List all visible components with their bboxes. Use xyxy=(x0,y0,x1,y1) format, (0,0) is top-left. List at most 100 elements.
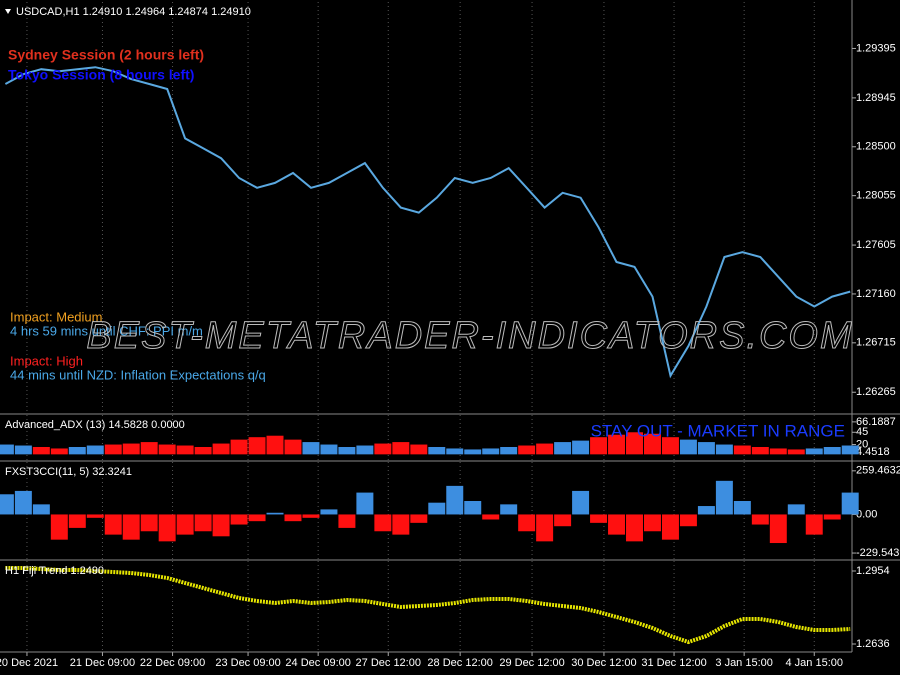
histogram-bar xyxy=(841,445,859,455)
y-tick-label: 4.4518 xyxy=(856,446,890,458)
histogram-bar xyxy=(194,446,212,455)
annotation: STAY OUT - MARKET IN RANGE xyxy=(591,421,845,440)
y-tick-label: 1.2636 xyxy=(856,638,890,650)
panel-title: Advanced_ADX (13) 14.5828 0.0000 xyxy=(5,419,185,431)
histogram-bar xyxy=(751,446,769,455)
histogram-bar xyxy=(86,445,104,455)
histogram-bar xyxy=(464,501,482,515)
histogram-bar xyxy=(518,445,536,455)
x-tick-label: 24 Dec 09:00 xyxy=(285,657,350,669)
price-line xyxy=(5,566,851,645)
histogram-bar xyxy=(14,445,32,455)
histogram-bar xyxy=(643,433,661,455)
x-tick-label: 3 Jan 15:00 xyxy=(715,657,773,669)
x-tick-label: 21 Dec 09:00 xyxy=(70,657,135,669)
histogram-bar xyxy=(661,437,679,455)
histogram-bar xyxy=(572,490,590,515)
menu-icon[interactable] xyxy=(5,9,11,14)
y-tick-label: 1.28500 xyxy=(856,141,896,153)
histogram-bar xyxy=(320,509,338,515)
x-tick-label: 22 Dec 09:00 xyxy=(140,657,205,669)
histogram-bar xyxy=(769,514,787,544)
price-line xyxy=(4,66,851,379)
histogram-bar xyxy=(356,492,374,515)
histogram-bar xyxy=(428,446,446,455)
histogram-bar xyxy=(266,435,284,455)
histogram-bar xyxy=(787,504,805,515)
histogram-bar xyxy=(68,514,86,528)
histogram-bar xyxy=(715,480,733,515)
histogram-bar xyxy=(841,492,859,515)
y-tick-label: 20 xyxy=(856,438,868,450)
histogram-bar xyxy=(590,514,608,523)
y-tick-label: 1.28945 xyxy=(856,92,896,104)
histogram-bar xyxy=(482,448,500,455)
annotation: Sydney Session (2 hours left) xyxy=(8,47,204,63)
histogram-bar xyxy=(805,448,823,455)
histogram-bar xyxy=(248,514,266,522)
y-tick-label: -229.5439 xyxy=(856,547,900,559)
histogram-bar xyxy=(0,444,14,455)
x-tick-label: 4 Jan 15:00 xyxy=(786,657,844,669)
histogram-bar xyxy=(626,514,643,542)
histogram-bar xyxy=(608,514,626,535)
histogram-bar xyxy=(284,514,302,522)
annotation: 44 mins until NZD: Inflation Expectation… xyxy=(10,367,266,382)
histogram-bar xyxy=(590,437,608,455)
histogram-bar xyxy=(697,442,715,455)
annotation: Impact: Medium xyxy=(10,309,102,324)
y-tick-label: 1.2954 xyxy=(856,565,890,577)
histogram-bar xyxy=(500,504,518,515)
histogram-bar xyxy=(158,514,176,542)
histogram-bar xyxy=(733,445,751,455)
histogram-bar xyxy=(374,443,392,455)
histogram-bar xyxy=(536,514,554,542)
histogram-bar xyxy=(661,514,679,540)
histogram-bar xyxy=(374,514,392,532)
x-tick-label: 23 Dec 09:00 xyxy=(215,657,280,669)
histogram-bar xyxy=(86,514,104,518)
histogram-bar xyxy=(0,494,14,515)
histogram-bar xyxy=(338,514,356,528)
histogram-bar xyxy=(554,442,572,455)
histogram-bar xyxy=(140,442,158,455)
histogram-bar xyxy=(715,444,733,455)
y-tick-label: 1.27160 xyxy=(856,288,896,300)
histogram-bar xyxy=(643,514,661,532)
x-tick-label: 30 Dec 12:00 xyxy=(571,657,636,669)
histogram-bar xyxy=(68,446,86,455)
histogram-bar xyxy=(608,434,626,455)
annotation: 4 hrs 59 mins until CHF: PPI m/m xyxy=(10,323,203,338)
histogram-bar xyxy=(50,514,68,540)
y-tick-label: 1.28055 xyxy=(856,190,896,202)
histogram-bar xyxy=(266,512,284,515)
histogram-bar xyxy=(194,514,212,532)
histogram-bar xyxy=(751,514,769,525)
histogram-bar xyxy=(104,514,122,535)
histogram-bar xyxy=(518,514,536,532)
histogram-bar xyxy=(536,443,554,455)
histogram-bar xyxy=(32,446,50,455)
y-tick-label: 259.4632 xyxy=(856,465,900,477)
histogram-bar xyxy=(392,514,410,535)
x-tick-label: 27 Dec 12:00 xyxy=(356,657,421,669)
histogram-bar xyxy=(769,448,787,455)
histogram-bar xyxy=(679,439,697,455)
y-tick-label: 1.26265 xyxy=(856,386,896,398)
histogram-bar xyxy=(410,444,428,455)
histogram-bar xyxy=(464,449,482,455)
x-tick-label: 31 Dec 12:00 xyxy=(641,657,706,669)
x-tick-label: 29 Dec 12:00 xyxy=(499,657,564,669)
histogram-bar xyxy=(212,514,230,537)
watermark: BEST-METATRADER-INDICATORS.COM xyxy=(86,315,853,357)
y-tick-label: 1.29395 xyxy=(856,42,896,54)
histogram-bar xyxy=(140,514,158,532)
histogram-bar xyxy=(572,440,590,455)
histogram-bar xyxy=(733,501,751,515)
x-tick-label: 28 Dec 12:00 xyxy=(427,657,492,669)
histogram-bar xyxy=(320,444,338,455)
histogram-bar xyxy=(50,448,68,455)
histogram-bar xyxy=(284,439,302,455)
